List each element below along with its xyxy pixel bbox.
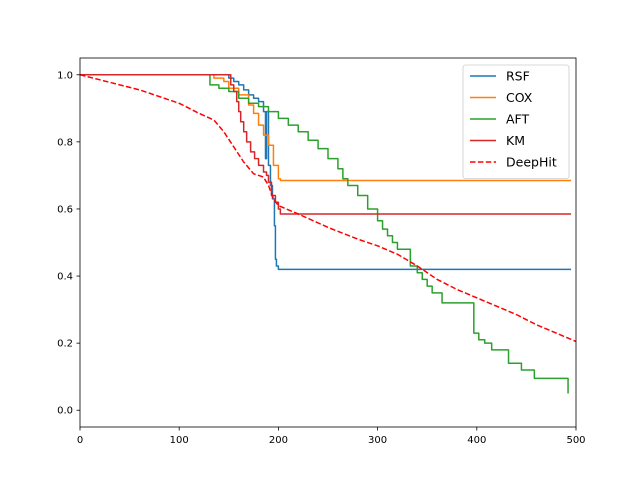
series-line-rsf	[80, 74, 572, 271]
series-layer	[80, 74, 576, 394]
y-tick-label: 0.4	[57, 272, 73, 283]
series-line-km	[80, 74, 572, 215]
legend-box	[462, 64, 570, 179]
y-tick-label: 0.6	[57, 204, 73, 215]
series-line-cox	[80, 74, 572, 182]
series-line-deephit	[80, 74, 576, 343]
x-tick-label: 100	[170, 435, 189, 446]
x-tick-label: 300	[368, 435, 387, 446]
x-axis-ticks: 0 100 200 300 400 500	[77, 427, 586, 446]
x-tick-label: 0	[77, 435, 83, 446]
y-tick-label: 1.0	[57, 70, 73, 81]
y-axis-ticks: 0.0 0.2 0.4 0.6 0.8 1.0	[57, 70, 80, 417]
legend-label-aft: AFT	[506, 112, 530, 127]
legend: RSF COX AFT KM DeepHit	[462, 64, 570, 179]
legend-label-deephit: DeepHit	[506, 155, 557, 170]
x-tick-label: 500	[566, 435, 585, 446]
series-line-aft	[80, 74, 569, 394]
y-tick-label: 0.8	[57, 137, 73, 148]
legend-label-km: KM	[506, 133, 525, 148]
legend-label-rsf: RSF	[506, 69, 530, 84]
legend-label-cox: COX	[506, 90, 533, 105]
y-tick-label: 0.0	[57, 406, 73, 417]
y-tick-label: 0.2	[57, 339, 73, 350]
plot-frame	[79, 57, 577, 428]
x-tick-label: 400	[467, 435, 486, 446]
x-tick-label: 200	[269, 435, 288, 446]
